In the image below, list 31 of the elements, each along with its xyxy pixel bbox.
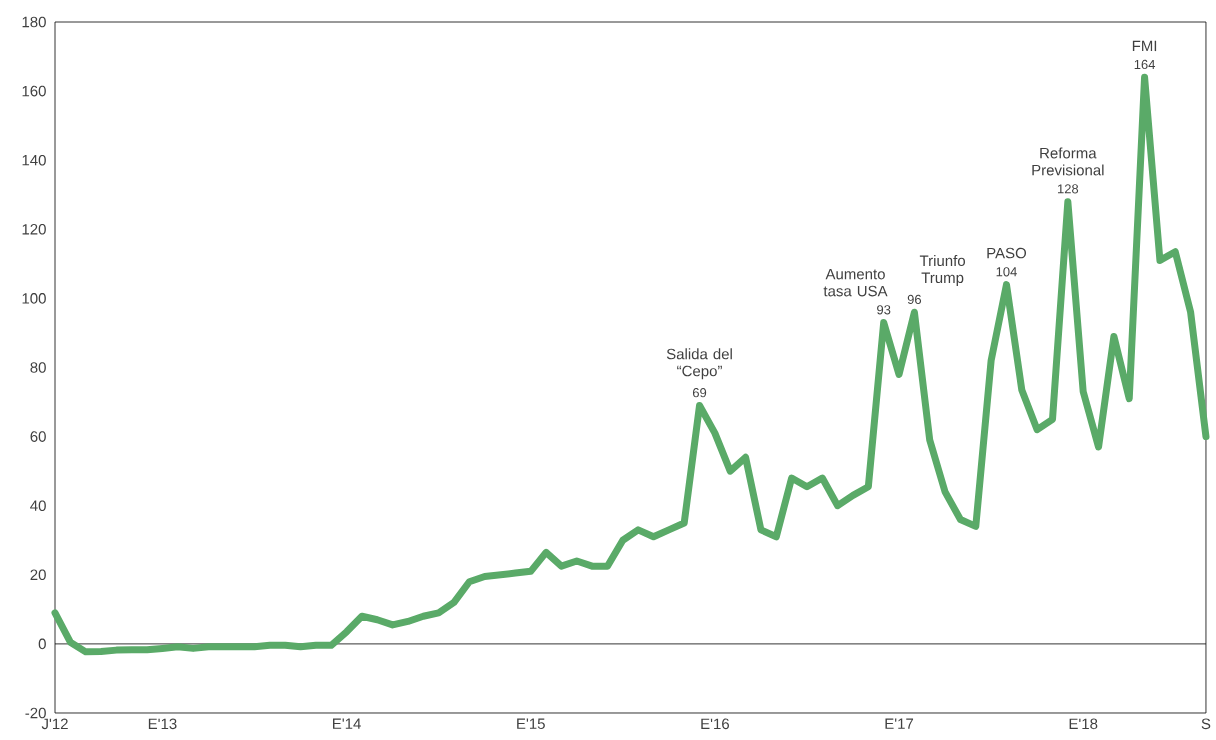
y-tick-label: 160 [22, 85, 46, 97]
y-tick-label: 120 [22, 223, 46, 235]
data-label: 164 [1134, 59, 1156, 70]
x-tick-label: E'17 [885, 718, 914, 729]
annotation: Aumento tasa USA [823, 268, 888, 297]
y-tick-label: 60 [30, 431, 46, 442]
x-tick-label: J'12 [41, 718, 68, 730]
y-tick-label: 20 [30, 569, 46, 581]
data-label: 128 [1057, 184, 1079, 194]
y-tick-label: 80 [30, 362, 46, 373]
y-tick-label: 40 [30, 500, 46, 511]
x-tick-label: E'15 [517, 718, 545, 729]
annotation: PASO [987, 247, 1027, 259]
data-label: 96 [907, 294, 922, 305]
y-tick-label: 180 [22, 16, 46, 28]
x-tick-label: S [1201, 718, 1211, 730]
annotation: FMI [1132, 40, 1157, 52]
data-label: 93 [877, 305, 891, 315]
y-tick-label: 140 [22, 154, 46, 166]
annotation: Reforma Previsional [1032, 147, 1104, 176]
x-tick-label: E'13 [148, 718, 177, 730]
x-tick-label: E'16 [701, 718, 729, 730]
annotation: Triunfo Trump [919, 255, 966, 287]
x-tick-label: E'14 [333, 718, 361, 729]
x-tick-label: E'18 [1069, 718, 1098, 730]
y-tick-label: -20 [25, 707, 46, 719]
annotation: Salida del “Cepo” [666, 348, 732, 380]
data-label: 69 [692, 388, 707, 398]
y-tick-label: 0 [38, 638, 46, 650]
y-tick-label: 100 [22, 293, 46, 304]
data-label: 104 [996, 267, 1017, 277]
